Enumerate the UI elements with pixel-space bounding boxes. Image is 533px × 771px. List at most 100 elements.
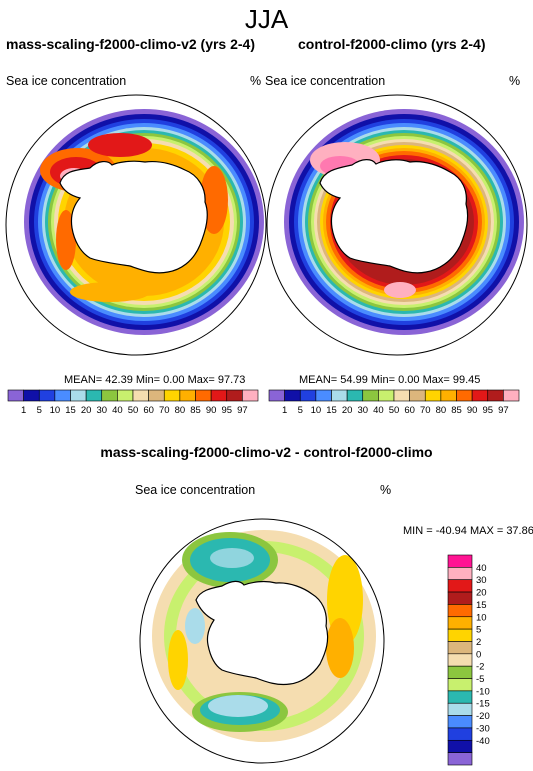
left-mean-label: MEAN= [64, 374, 103, 386]
diff-colorbar-label: 15 [476, 600, 487, 611]
left-variable-label: Sea ice concentration [6, 74, 127, 88]
diff-map [140, 519, 384, 763]
right-colorbar-label: 50 [389, 405, 400, 416]
left-max-value: 97.73 [217, 374, 246, 386]
right-colorbar-box [393, 389, 410, 402]
right-min-value: 0.00 [398, 374, 420, 386]
diff-map-border [139, 518, 385, 764]
diff-colorbar-label: -30 [476, 723, 490, 734]
left-min-label: Min= [135, 374, 161, 386]
diff-colorbar-box [447, 554, 473, 568]
left-stats: MEAN= 42.39 Min= 0.00 Max= 97.73 [64, 374, 245, 386]
right-colorbar-label: 70 [420, 405, 431, 416]
right-colorbar-box [362, 389, 379, 402]
right-colorbar: 1 5 10 15 20 30 40 50 60 70 80 85 90 95 97 [268, 389, 520, 416]
left-units-label: % [250, 74, 262, 88]
diff-colorbar-box [447, 690, 473, 704]
right-colorbar-box [503, 389, 520, 402]
right-mean-value: 54.99 [340, 374, 368, 386]
diff-colorbar-label: 2 [476, 637, 481, 648]
right-panel-title: control-f2000-climo (yrs 2-4) [298, 36, 486, 52]
right-map-border [266, 94, 528, 356]
right-colorbar-label: 10 [311, 405, 322, 416]
diff-variable-label: Sea ice concentration [135, 483, 256, 497]
right-units-label: % [509, 74, 521, 88]
left-colorbar-label: 1 [21, 405, 26, 416]
diff-units-label: % [380, 483, 392, 497]
left-colorbar-box [195, 389, 212, 402]
right-colorbar-label: 1 [282, 405, 287, 416]
left-colorbar-box [163, 389, 181, 402]
left-colorbar-label: 95 [221, 405, 232, 416]
diff-colorbar-box [447, 752, 473, 766]
diff-colorbar-box [447, 616, 473, 630]
left-colorbar-box [132, 389, 149, 402]
left-colorbar-label: 70 [159, 405, 170, 416]
right-colorbar-box [284, 389, 301, 402]
left-colorbar-label: 20 [81, 405, 92, 416]
left-colorbar-box [23, 389, 40, 402]
diff-panel-title: mass-scaling-f2000-climo-v2 - control-f2… [100, 444, 433, 460]
left-map-border [5, 94, 267, 356]
right-colorbar-box [471, 389, 489, 402]
right-colorbar-box [487, 389, 504, 402]
right-colorbar-box [378, 389, 395, 402]
right-colorbar-label: 20 [342, 405, 353, 416]
diff-colorbar-box [447, 579, 473, 593]
left-colorbar-label: 30 [96, 405, 107, 416]
right-colorbar-box [268, 389, 285, 402]
right-colorbar-label: 85 [451, 405, 462, 416]
diff-colorbar-label: -10 [476, 686, 490, 697]
left-colorbar-box [117, 389, 134, 402]
left-colorbar: 1 5 10 15 20 30 40 50 60 70 80 85 90 95 97 [7, 389, 259, 416]
left-colorbar-box [85, 389, 103, 402]
left-map [6, 95, 266, 355]
left-min-value: 0.00 [163, 374, 185, 386]
left-panel-title: mass-scaling-f2000-climo-v2 (yrs 2-4) [6, 36, 255, 52]
right-colorbar-label: 60 [404, 405, 415, 416]
diff-min-max: MIN = -40.94 MAX = 37.86 [403, 525, 533, 537]
left-colorbar-box [226, 389, 243, 402]
left-mean-value: 42.39 [105, 374, 133, 386]
right-colorbar-box [456, 389, 473, 402]
diff-colorbar-label: 5 [476, 625, 481, 636]
right-colorbar-box [299, 389, 317, 402]
right-min-label: Min= [370, 374, 396, 386]
left-colorbar-box [179, 389, 196, 402]
diff-colorbar-box [447, 628, 473, 642]
diff-colorbar-box [447, 739, 473, 753]
right-colorbar-label: 30 [357, 405, 368, 416]
figure-title: JJA [244, 4, 289, 34]
right-colorbar-label: 97 [498, 405, 509, 416]
left-colorbar-label: 10 [50, 405, 61, 416]
left-colorbar-box [7, 389, 24, 402]
left-colorbar-label: 40 [112, 405, 123, 416]
diff-colorbar-box [447, 591, 473, 605]
diff-colorbar-label: 20 [476, 588, 487, 599]
left-colorbar-label: 90 [206, 405, 217, 416]
diff-colorbar-label: -40 [476, 736, 490, 747]
right-colorbar-box [409, 389, 426, 402]
diff-colorbar-box [447, 653, 473, 667]
right-colorbar-box [424, 389, 442, 402]
diff-colorbar-label: 40 [476, 563, 487, 574]
left-colorbar-label: 50 [128, 405, 139, 416]
diff-colorbar-label: 30 [476, 575, 487, 586]
diff-colorbar-label: -15 [476, 699, 490, 710]
left-colorbar-box [101, 389, 118, 402]
diff-colorbar-label: -20 [476, 711, 490, 722]
right-colorbar-label: 80 [436, 405, 447, 416]
diff-colorbar-box [447, 727, 473, 741]
right-stats: MEAN= 54.99 Min= 0.00 Max= 99.45 [299, 374, 480, 386]
diff-colorbar-box [447, 604, 473, 618]
right-colorbar-label: 15 [326, 405, 337, 416]
left-colorbar-box [148, 389, 165, 402]
right-mean-label: MEAN= [299, 374, 338, 386]
right-colorbar-label: 95 [482, 405, 493, 416]
right-colorbar-box [346, 389, 364, 402]
left-colorbar-box [38, 389, 56, 402]
diff-colorbar-label: -5 [476, 674, 484, 685]
diff-colorbar-box [447, 702, 473, 716]
